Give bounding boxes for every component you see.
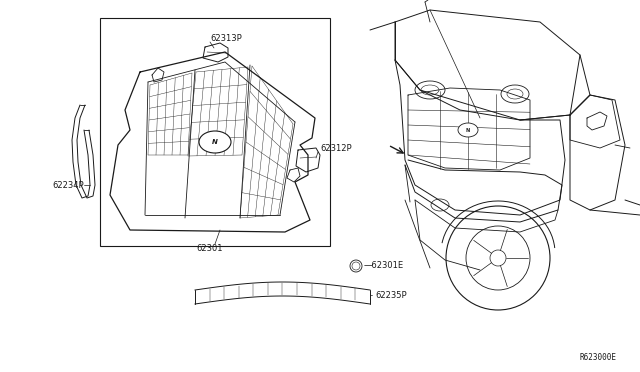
Text: 62235P: 62235P [375,291,406,299]
Bar [100,18,330,246]
Ellipse shape [199,131,231,153]
Text: R623000E: R623000E [580,353,617,362]
Text: 62312P: 62312P [320,144,351,153]
Text: —62301E: —62301E [364,262,404,270]
Text: N: N [212,139,218,145]
Text: 62313P: 62313P [210,33,242,42]
Text: 62234P: 62234P [52,180,84,189]
Ellipse shape [458,123,478,137]
Text: N: N [466,128,470,132]
Text: 62301: 62301 [196,244,223,253]
Circle shape [350,260,362,272]
